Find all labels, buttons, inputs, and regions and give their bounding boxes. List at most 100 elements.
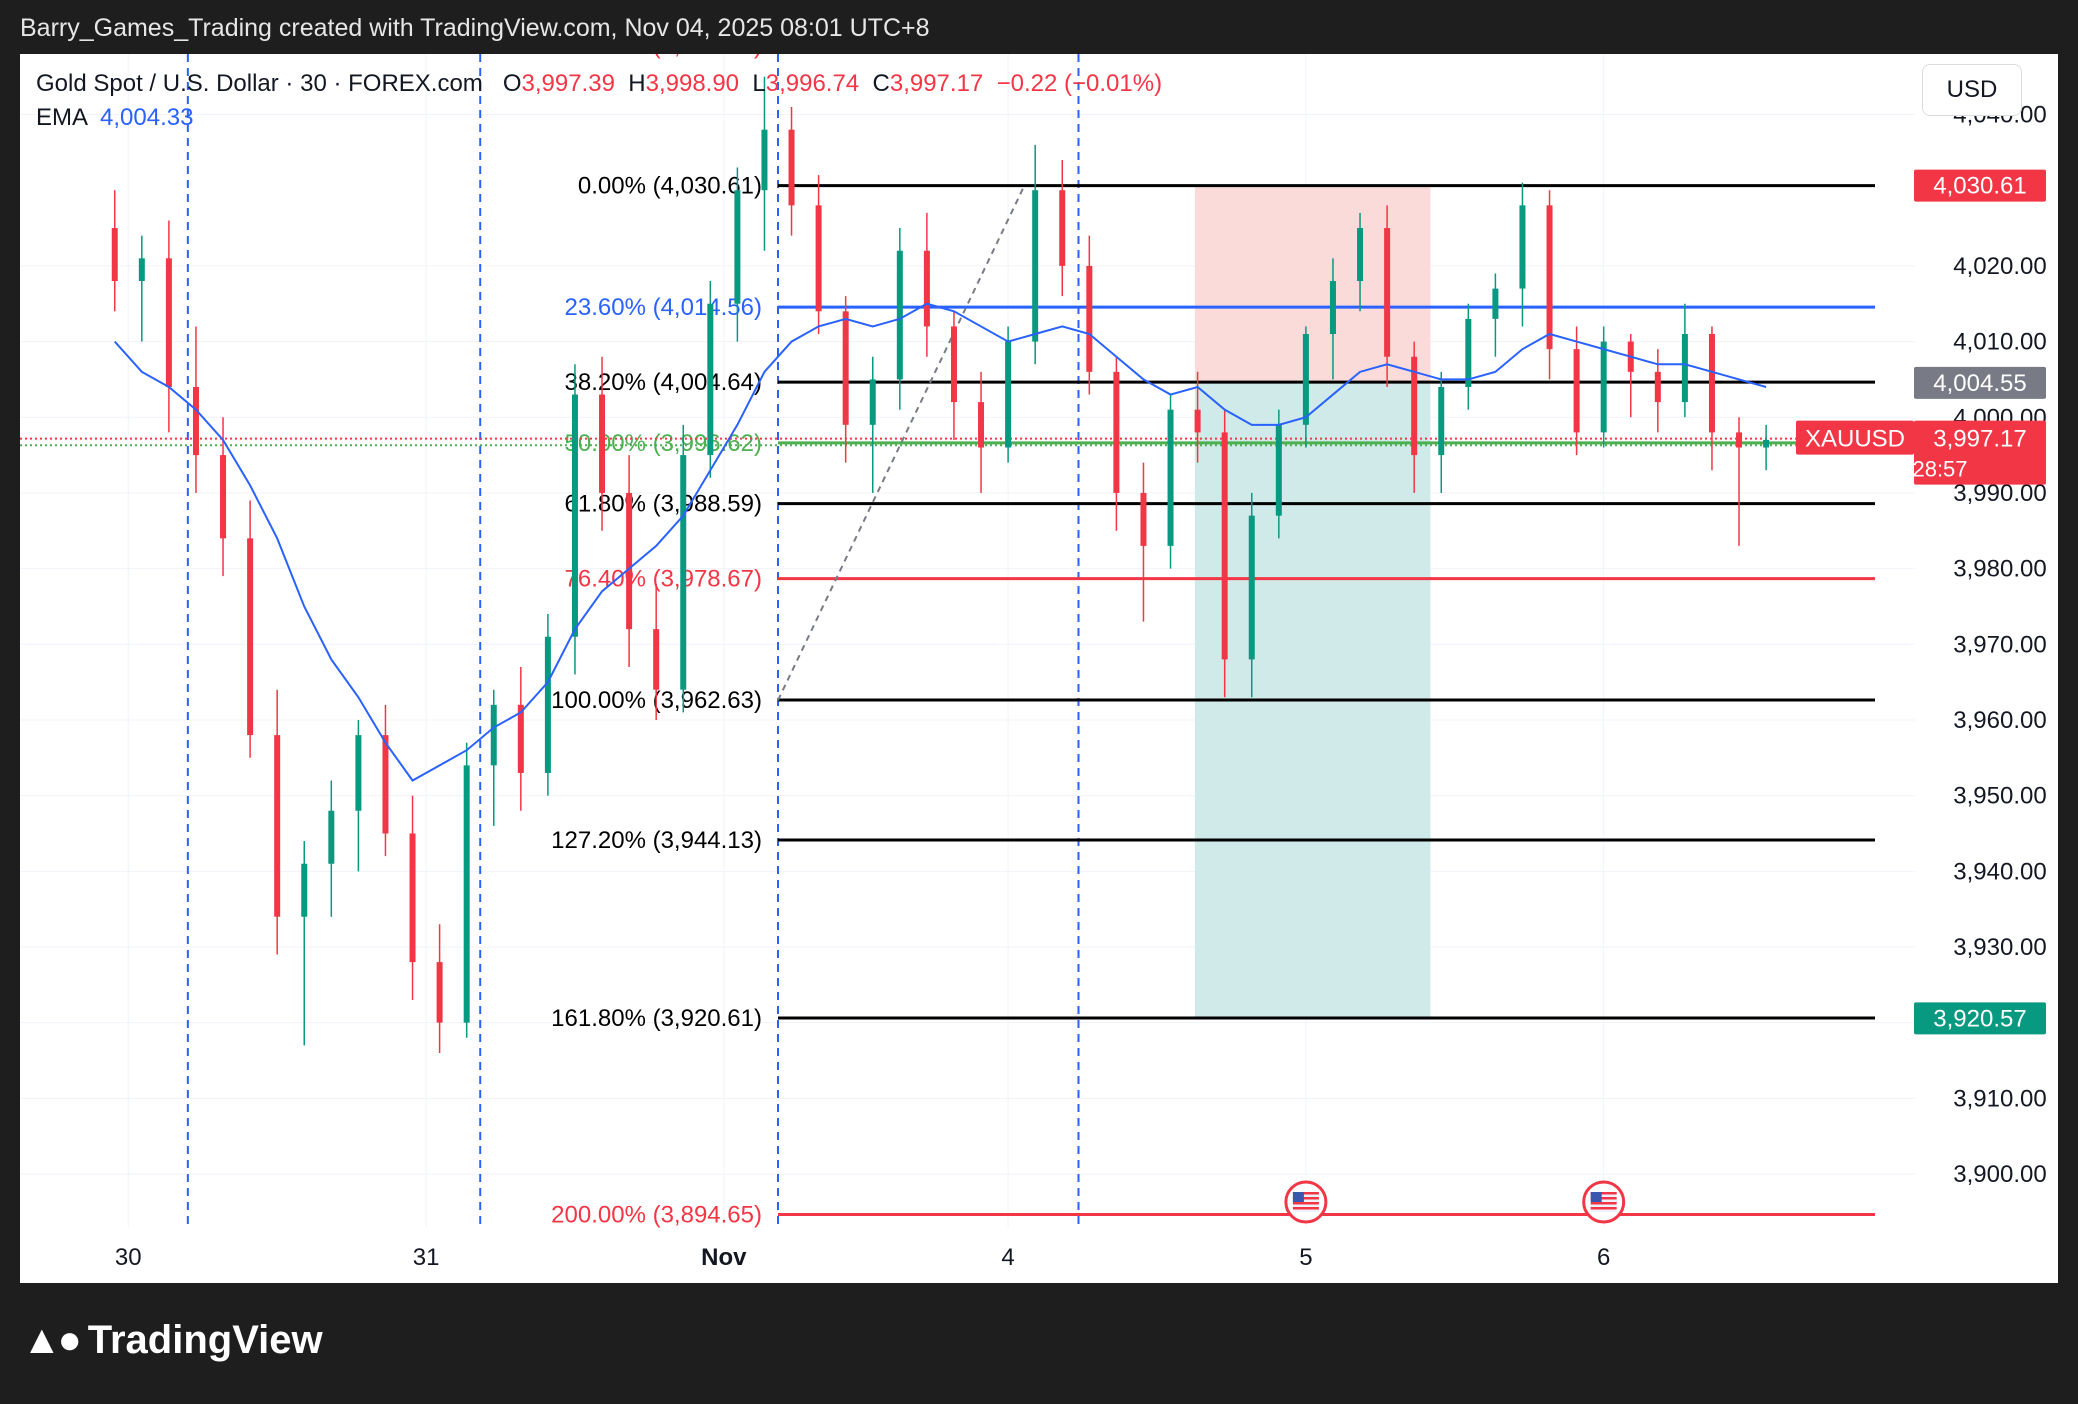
candle-body <box>220 455 227 539</box>
tradingview-logo-text: TradingView <box>87 1318 323 1362</box>
y-axis-tick-label: 3,960.00 <box>1953 707 2046 734</box>
bar-countdown: 28:57 <box>1912 457 1967 482</box>
candle-body <box>1248 515 1255 660</box>
fib-level-label: -27.20% (4,049.10) <box>557 54 762 60</box>
candle-body <box>1140 492 1147 546</box>
chart-canvas[interactable]: -27.20% (4,049.10) 0.00% (4,030.61) 23.60%… <box>20 54 2058 1283</box>
fib-level-label: 61.80% (3,988.59) <box>565 491 762 518</box>
tradingview-logo-icon: ▲● <box>22 1318 82 1362</box>
last-price-label-bg <box>1914 420 2046 485</box>
candle-body <box>788 129 795 206</box>
candle-body <box>896 250 903 380</box>
y-axis-tick-label: 4,010.00 <box>1953 329 2046 356</box>
flag-stripe-icon <box>1292 1202 1319 1205</box>
candle-body <box>1059 190 1066 266</box>
stop-loss-zone <box>1194 185 1431 383</box>
symbol-tag: XAUUSD <box>1805 426 1905 453</box>
y-axis-tick-label: 3,970.00 <box>1953 631 2046 658</box>
candle-body <box>274 735 281 917</box>
change-value: −0.22 (−0.01%) <box>996 70 1163 97</box>
close-label: C <box>872 70 890 97</box>
open-value: 3,997.39 <box>521 70 615 97</box>
close-value: 3,997.17 <box>889 70 984 97</box>
x-axis-tick-label: 6 <box>1597 1244 1610 1271</box>
candle-body <box>1681 334 1688 403</box>
candle-body <box>680 455 687 690</box>
candle-body <box>463 765 470 1023</box>
candle-body <box>544 636 551 773</box>
candle-body <box>247 538 254 736</box>
candle-body <box>1005 341 1012 448</box>
candle-body <box>761 129 768 191</box>
flag-stripe-icon <box>1590 1207 1617 1210</box>
flag-canton-icon <box>1292 1192 1304 1202</box>
price-axis-label-bg <box>1914 366 2046 399</box>
ema-label: EMA <box>36 104 87 131</box>
candle-body <box>138 258 145 282</box>
candle-body <box>653 629 660 690</box>
open-label: O <box>502 70 522 97</box>
x-axis-tick-label: 5 <box>1299 1244 1312 1271</box>
fib-level-label: 23.60% (4,014.56) <box>565 294 762 321</box>
candle-body <box>1438 386 1445 456</box>
candle-body <box>1032 190 1039 342</box>
x-axis-tick-label: 4 <box>1001 1244 1014 1271</box>
flag-canton-icon <box>1590 1192 1602 1202</box>
chart-panel[interactable]: -27.20% (4,049.10) 0.00% (4,030.61) 23.60%… <box>20 54 2058 1283</box>
candle-body <box>1736 432 1743 448</box>
symbol-tag-bg <box>1796 420 1914 455</box>
candle-body <box>1221 432 1228 660</box>
candle-body <box>842 311 849 425</box>
candle-body <box>950 326 957 403</box>
candle-body <box>599 394 606 493</box>
candle-body <box>1275 424 1282 516</box>
candle-body <box>1600 341 1607 433</box>
symbol-title[interactable]: Gold Spot / U.S. Dollar · 30 · FOREX.com <box>36 70 483 97</box>
candle-body <box>192 386 199 456</box>
candle-body <box>707 303 714 456</box>
candle-body <box>869 379 876 425</box>
flag-stripe-icon <box>1590 1192 1617 1195</box>
low-value: 3,996.74 <box>765 70 860 97</box>
candle-body <box>111 228 118 282</box>
candle-body <box>355 735 362 811</box>
candle-body <box>517 704 524 773</box>
ema-legend[interactable]: EMA 4,004.33 <box>36 104 193 132</box>
y-axis-tick-label: 3,900.00 <box>1953 1161 2046 1188</box>
candle-body <box>1492 288 1499 319</box>
fib-level-label: 38.20% (4,004.64) <box>565 369 762 396</box>
price-axis-label: 4,030.61 <box>1933 173 2026 200</box>
candle-body <box>923 250 930 327</box>
candle-body <box>734 190 741 304</box>
candle-body <box>1465 318 1472 387</box>
currency-button[interactable]: USD <box>1922 64 2022 116</box>
candle-body <box>409 833 416 963</box>
flag-stripe-icon <box>1292 1207 1319 1210</box>
y-axis-tick-label: 3,910.00 <box>1953 1085 2046 1112</box>
price-axis-label-bg <box>1914 1002 2046 1035</box>
candle-body <box>1546 205 1553 350</box>
chart-credit: Barry_Games_Trading created with Trading… <box>20 14 930 42</box>
price-axis-label-bg <box>1914 169 2046 202</box>
candle-body <box>328 810 335 864</box>
fib-level-label: 127.20% (3,944.13) <box>551 827 762 854</box>
price-axis-label: 3,920.57 <box>1933 1005 2026 1032</box>
candle-body <box>1384 228 1391 357</box>
high-value: 3,998.90 <box>645 70 740 97</box>
candle-body <box>571 394 578 637</box>
y-axis-tick-label: 3,950.00 <box>1953 783 2046 810</box>
price-axis-label: 4,004.55 <box>1933 370 2026 397</box>
candle-body <box>1167 409 1174 546</box>
ema-line <box>114 302 1767 782</box>
candle-body <box>1113 371 1120 493</box>
fib-level-label: 161.80% (3,920.61) <box>551 1005 762 1032</box>
flag-stripe-icon <box>1590 1202 1617 1205</box>
candle-body <box>436 962 443 1023</box>
candle-body <box>301 863 308 917</box>
candle-body <box>1086 265 1093 372</box>
fib-trend-line <box>777 185 1026 701</box>
flag-stripe-icon <box>1292 1192 1319 1195</box>
y-axis-tick-label: 3,980.00 <box>1953 556 2046 583</box>
candle-body <box>1573 349 1580 433</box>
candle-body <box>626 492 633 630</box>
